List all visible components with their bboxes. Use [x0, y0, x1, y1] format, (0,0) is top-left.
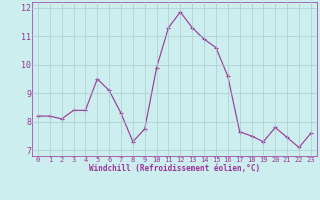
X-axis label: Windchill (Refroidissement éolien,°C): Windchill (Refroidissement éolien,°C) [89, 164, 260, 173]
